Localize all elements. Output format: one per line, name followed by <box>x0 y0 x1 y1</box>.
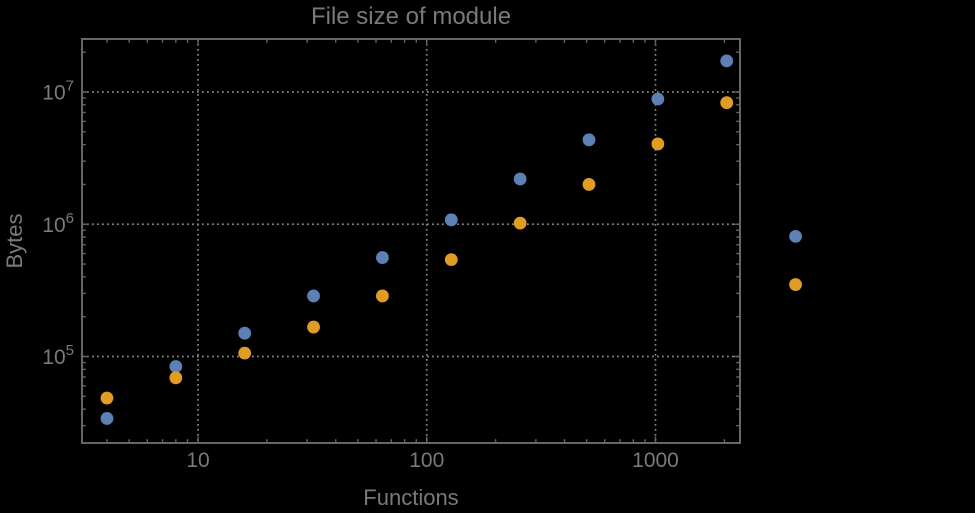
data-point-blue <box>651 92 665 106</box>
data-point-orange <box>513 216 527 230</box>
y-tick-label: 105 <box>42 342 74 369</box>
data-point-blue <box>582 133 596 147</box>
data-point-blue <box>376 251 389 264</box>
data-point-blue <box>444 213 458 227</box>
y-tick-label: 106 <box>42 210 74 237</box>
data-point-orange <box>789 278 802 291</box>
y-axis-label: Bytes <box>2 213 27 269</box>
data-point-orange <box>444 253 458 267</box>
data-point-orange <box>651 137 665 151</box>
x-tick-label: 10 <box>186 449 209 472</box>
y-tick-label: 107 <box>42 78 74 105</box>
data-point-blue <box>169 360 183 373</box>
data-point-orange <box>238 346 252 360</box>
data-point-blue <box>307 289 320 303</box>
data-point-blue <box>513 172 527 186</box>
data-point-blue <box>238 326 252 340</box>
data-point-orange <box>376 289 389 303</box>
x-tick-label: 1000 <box>632 449 679 472</box>
chart-title: File size of module <box>310 3 512 30</box>
data-point-orange <box>582 178 596 191</box>
data-point-blue <box>100 412 114 425</box>
plot-frame <box>81 38 741 444</box>
data-point-blue <box>789 229 802 243</box>
x-axis-label: Functions <box>363 485 459 510</box>
data-point-blue <box>720 54 734 68</box>
data-point-orange <box>169 371 183 385</box>
data-point-orange <box>720 96 734 110</box>
data-point-orange <box>307 320 320 334</box>
x-tick-label: 100 <box>409 449 444 472</box>
data-point-orange <box>100 391 114 405</box>
